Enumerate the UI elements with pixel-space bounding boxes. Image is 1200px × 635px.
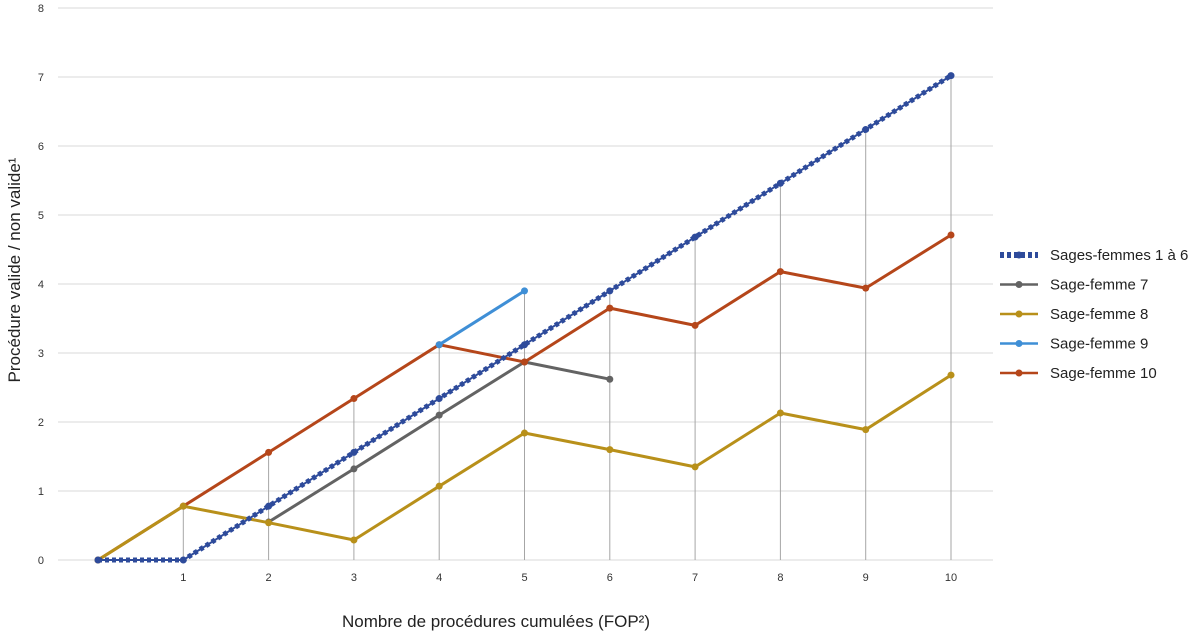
legend-label: Sage-femme 7 bbox=[1050, 277, 1148, 294]
data-point bbox=[606, 287, 614, 295]
data-point bbox=[350, 448, 358, 456]
data-point bbox=[350, 536, 358, 544]
series-line bbox=[438, 289, 526, 346]
series-sages-femmes-1-6 bbox=[94, 72, 955, 564]
data-point bbox=[606, 375, 614, 383]
legend-label: Sage-femme 10 bbox=[1050, 365, 1157, 382]
data-point bbox=[606, 446, 614, 454]
legend-item-sage-femme-7: Sage-femme 7 bbox=[1000, 277, 1148, 294]
legend-marker bbox=[1015, 340, 1023, 347]
data-point bbox=[862, 426, 870, 434]
data-point bbox=[776, 179, 784, 187]
data-point bbox=[350, 465, 358, 473]
y-tick-label: 7 bbox=[38, 72, 44, 84]
legend-item-sage-femme-10: Sage-femme 10 bbox=[1000, 365, 1157, 382]
data-point bbox=[435, 411, 443, 419]
legend-item-sages-femmes-1-6: Sages-femmes 1 à 6 bbox=[1000, 247, 1188, 264]
x-tick-label: 4 bbox=[436, 572, 442, 584]
x-tick-label: 10 bbox=[945, 572, 957, 584]
data-point bbox=[265, 502, 273, 510]
x-tick-label: 3 bbox=[351, 572, 357, 584]
gridlines bbox=[58, 7, 993, 561]
legend-marker bbox=[1015, 281, 1023, 288]
y-tick-label: 5 bbox=[38, 210, 44, 222]
data-point bbox=[265, 448, 273, 456]
data-point bbox=[521, 429, 528, 437]
data-point bbox=[862, 125, 870, 133]
legend-marker bbox=[1015, 251, 1023, 259]
x-tick-label: 1 bbox=[180, 572, 186, 584]
y-tick-label: 2 bbox=[38, 417, 44, 429]
series-layer bbox=[94, 72, 955, 564]
data-point bbox=[435, 395, 443, 403]
data-point bbox=[776, 409, 784, 417]
data-point bbox=[179, 556, 187, 564]
y-tick-label: 8 bbox=[38, 3, 44, 15]
legend-label: Sage-femme 8 bbox=[1050, 306, 1148, 323]
x-tick-label: 9 bbox=[863, 572, 869, 584]
data-point bbox=[862, 284, 870, 292]
y-tick-label: 6 bbox=[38, 141, 44, 153]
data-point bbox=[606, 304, 614, 312]
legend: Sages-femmes 1 à 6 Sage-femme 7 Sage-femme… bbox=[1000, 247, 1188, 382]
data-point bbox=[521, 358, 528, 366]
x-axis-title: Nombre de procédures cumulées (FOP²) bbox=[342, 612, 650, 631]
series-sage-femme-9 bbox=[435, 287, 528, 349]
data-point bbox=[691, 321, 699, 329]
y-axis-title: Procédure valide / non valide¹ bbox=[5, 157, 24, 382]
data-point bbox=[350, 395, 358, 403]
x-tick-label: 2 bbox=[266, 572, 272, 584]
data-point bbox=[947, 371, 955, 379]
legend-item-sage-femme-8: Sage-femme 8 bbox=[1000, 306, 1148, 323]
x-tick-label: 7 bbox=[692, 572, 698, 584]
data-point bbox=[691, 463, 699, 471]
data-point bbox=[947, 72, 955, 80]
x-tick-label: 6 bbox=[607, 572, 613, 584]
legend-label: Sage-femme 9 bbox=[1050, 336, 1148, 353]
data-point bbox=[521, 341, 528, 349]
data-point bbox=[435, 482, 443, 490]
y-tick-label: 4 bbox=[38, 279, 44, 291]
legend-marker bbox=[1015, 369, 1023, 377]
legend-item-sage-femme-9: Sage-femme 9 bbox=[1000, 336, 1148, 353]
data-point bbox=[265, 519, 273, 527]
data-point bbox=[521, 287, 528, 295]
y-tick-label: 1 bbox=[38, 486, 44, 498]
y-tick-label: 0 bbox=[38, 555, 44, 567]
drop-lines bbox=[182, 75, 952, 560]
tick-labels: 0 1 2 3 4 5 6 7 8 1 2 3 4 5 6 7 8 9 10 bbox=[38, 3, 957, 584]
data-point bbox=[947, 231, 955, 239]
legend-label: Sages-femmes 1 à 6 bbox=[1050, 247, 1188, 264]
x-tick-label: 8 bbox=[777, 572, 783, 584]
data-point bbox=[435, 341, 443, 349]
data-point bbox=[179, 502, 187, 510]
data-point bbox=[691, 233, 699, 241]
legend-marker bbox=[1015, 310, 1023, 318]
y-tick-label: 3 bbox=[38, 348, 44, 360]
data-point bbox=[776, 268, 784, 276]
x-tick-label: 5 bbox=[521, 572, 527, 584]
data-point bbox=[94, 556, 102, 564]
